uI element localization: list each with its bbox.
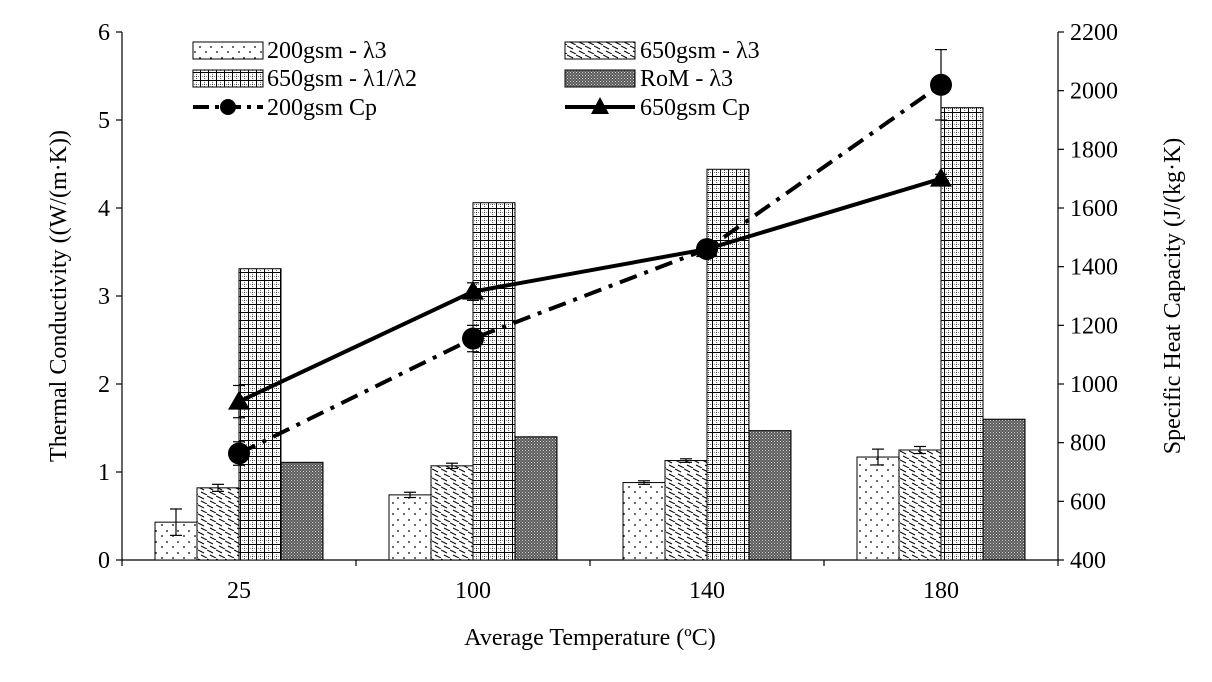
point [228, 442, 250, 465]
line-series [228, 48, 952, 466]
y2-tick-label: 2200 [1070, 20, 1118, 46]
bar [982, 418, 1026, 561]
legend-label-200gsm-cp: 200gsm Cp [267, 95, 377, 121]
legend-swatch-200gsm-l3 [192, 41, 264, 60]
y2-tick-label: 1400 [1070, 255, 1118, 281]
point [228, 390, 250, 410]
x-tick-label: 100 [455, 578, 491, 604]
legend: 200gsm - λ3 650gsm - λ3 650gsm - λ1/λ2 R… [192, 38, 760, 121]
legend-label-650gsm-l3: 650gsm - λ3 [640, 38, 760, 64]
point [462, 280, 484, 300]
y-axis-title-right: Specific Heat Capacity (J/(kg·K) [1160, 138, 1186, 455]
bar [706, 168, 750, 561]
legend-swatch-650gsm-l3 [564, 41, 636, 60]
legend-marker-200gsm-cp [220, 99, 236, 115]
legend-swatch-650gsm-l1l2 [192, 69, 264, 88]
bar [664, 460, 708, 561]
y-tick-label: 1 [98, 460, 110, 486]
ticks: 0 1 2 3 4 5 6 400 600 800 1000 1200 1400 1600 1800 2000… [98, 20, 1118, 604]
bar [514, 436, 558, 561]
series-line [238, 83, 943, 456]
y2-tick-label: 400 [1070, 548, 1106, 574]
x-axis-title: Average Temperature (ºC) [464, 625, 715, 651]
x-tick-label: 140 [689, 578, 725, 604]
y-tick-label: 6 [98, 20, 110, 46]
x-tick-label: 180 [923, 578, 959, 604]
bar [940, 107, 984, 561]
y2-tick-label: 800 [1070, 431, 1106, 457]
point [930, 73, 952, 96]
y-tick-label: 4 [98, 196, 110, 222]
bar [196, 487, 240, 561]
point [930, 167, 952, 187]
bar [238, 268, 282, 561]
point [696, 238, 718, 258]
bar [430, 465, 474, 561]
point [462, 327, 484, 350]
y2-tick-label: 1800 [1070, 137, 1118, 163]
bar [856, 456, 900, 561]
series-line [238, 176, 942, 404]
x-tick-label: 25 [227, 578, 251, 604]
y-axis-title-left: Thermal Conductivity ((W/(m·K)) [46, 130, 72, 462]
legend-label-650gsm-l1l2: 650gsm - λ1/λ2 [267, 66, 417, 92]
y-tick-label: 0 [98, 548, 110, 574]
bar [280, 461, 324, 561]
y-tick-label: 2 [98, 372, 110, 398]
legend-swatch-rom-l3 [564, 69, 636, 88]
legend-label-200gsm-l3: 200gsm - λ3 [267, 38, 387, 64]
y2-tick-label: 600 [1070, 489, 1106, 515]
bar [388, 494, 432, 561]
legend-label-rom-l3: RoM - λ3 [640, 66, 733, 92]
y2-tick-label: 2000 [1070, 79, 1118, 105]
bar [898, 449, 942, 561]
legend-label-650gsm-cp: 650gsm Cp [640, 95, 750, 121]
y-tick-label: 3 [98, 284, 110, 310]
bars [154, 107, 1026, 561]
y2-tick-label: 1600 [1070, 196, 1118, 222]
bar [472, 202, 516, 561]
legend-marker-650gsm-cp [591, 97, 609, 114]
y-tick-label: 5 [98, 108, 110, 134]
bar [622, 482, 666, 561]
bar [748, 430, 792, 561]
y2-tick-label: 1000 [1070, 372, 1118, 398]
y2-tick-label: 1200 [1070, 313, 1118, 339]
